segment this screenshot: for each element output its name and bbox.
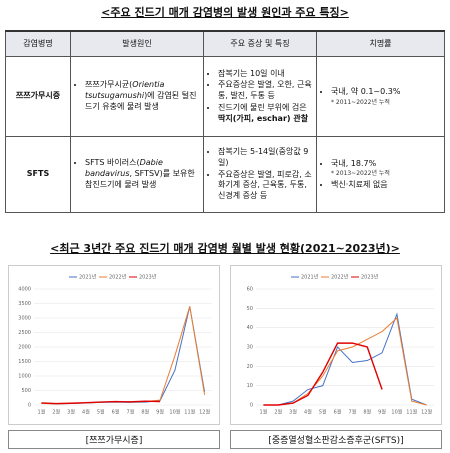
legend-label: 2021년 [79,274,97,281]
y-tick-label: 4000 [18,287,31,293]
chart-border [8,265,220,425]
x-tick-label: 1월 [38,409,46,416]
symptoms: 잠복기는 5-14일(중앙값 9일) 주요증상은 발열, 피로감, 소화기계 증… [203,136,317,213]
disease-name: SFTS [5,136,71,213]
text: Dabie bandavirus [85,158,163,179]
y-tick-label: 1000 [18,374,31,380]
x-tick-label: 8월 [141,409,149,416]
header-cell: 감염병명 [5,30,71,57]
x-tick-label: 8월 [363,409,371,416]
text: 쯔쯔가무시균( [85,80,133,90]
y-tick-label: 50 [247,306,253,312]
header-cell: 치명률 [316,30,445,57]
series-line [41,306,206,405]
legend-label: 2022년 [109,274,127,281]
x-tick-label: 12월 [199,409,210,416]
y-tick-label: 3000 [18,316,31,322]
text: 딱지(가피, eschar) 관찰 [218,113,309,123]
chart-heading: <최근 3년간 주요 진드기 매개 감염병 월별 발생 현황(2021~2023… [50,242,400,255]
cause: SFTS 바이러스(Dabie bandavirus, SFTSV)를 보유한 … [70,136,204,213]
table: 감염병명 발생원인 주요 증상 및 특징 치명률 쯔쯔가무시증 쯔쯔가무시균(O… [5,30,445,213]
x-tick-label: 6월 [334,409,342,416]
symptoms: 잠복기는 10일 이내 주요증상은 발열, 오한, 근육통, 발진, 두통 등 … [203,56,317,137]
title: <주요 진드기 매개 감염병의 발생 원인과 주요 특징> [101,6,349,19]
x-tick-label: 10월 [391,409,402,416]
chart-border [230,265,442,425]
item: 국내, 약 0.1~0.3% [331,87,440,98]
text: 진드기에 물린 부위에 검은 [218,102,307,112]
x-tick-label: 9월 [156,409,164,416]
x-tick-label: 3월 [67,409,75,416]
item: 잠복기는 10일 이내 [218,69,312,80]
note: * 2011~2022년 누적 [331,98,390,106]
fatality: 국내, 18.7% * 2013~2022년 누적 백신·치료제 없음 [316,136,445,213]
x-tick-label: 7월 [127,409,135,416]
series-line [263,312,427,406]
x-tick-label: 11월 [184,409,195,416]
header-cell: 발생원인 [70,30,204,57]
item: 국내, 18.7% [331,159,440,170]
x-tick-label: 4월 [304,409,312,416]
y-tick-label: 2500 [18,330,31,336]
y-tick-label: 1500 [18,359,31,365]
y-tick-label: 10 [247,383,253,389]
y-tick-label: 0 [28,403,31,409]
text: SFTS 바이러스( [85,158,140,168]
y-tick-label: 0 [250,403,253,409]
disease-name: 쯔쯔가무시증 [5,56,71,137]
text: Orientia tsutsugamushi [85,80,165,101]
x-tick-label: 1월 [260,409,268,416]
series-line [41,306,206,405]
legend-label: 2022년 [331,274,349,281]
series-line [263,342,383,406]
text: , SFTSV)를 보유한 참진드기에 물려 발생 [85,169,195,189]
x-tick-label: 6월 [112,409,120,416]
cause: 쯔쯔가무시균(Orientia tsutsugamushi)에 감염된 털진드기… [70,56,204,137]
x-tick-label: 7월 [349,409,357,416]
y-tick-label: 3500 [18,301,31,307]
item: 주요증상은 발열, 피로감, 소화기계 증상, 근육통, 두통, 신경계 증상 … [218,170,312,202]
item: 백신·치료제 없음 [331,180,440,191]
caption: [중증열성혈소판감소증후군(SFTS)] [230,430,442,449]
y-tick-label: 30 [247,345,253,351]
x-tick-label: 2월 [52,409,60,416]
x-tick-label: 9월 [378,409,386,416]
note: * 2013~2022년 누적 [331,170,390,178]
legend-label: 2021년 [301,274,319,281]
legend-label: 2023년 [139,274,157,281]
item: 잠복기는 5-14일(중앙값 9일) [218,147,312,169]
x-tick-label: 3월 [289,409,297,416]
fatality: 국내, 약 0.1~0.3% * 2011~2022년 누적 [316,56,445,137]
series-line [263,317,427,406]
chart: 0 500 1000 1500 2000 2500 3000 3500 4000 1월 2월 3월 4월… [8,265,220,425]
x-tick-label: 12월 [421,409,432,416]
caption: [쯔쯔가무시증] [8,430,220,449]
x-tick-label: 5월 [319,409,327,416]
series-line [41,400,161,405]
x-tick-label: 5월 [97,409,105,416]
legend-label: 2023년 [361,274,379,281]
y-tick-label: 20 [247,364,253,370]
y-tick-label: 2000 [18,345,31,351]
x-tick-label: 11월 [406,409,417,416]
x-tick-label: 2월 [274,409,282,416]
y-tick-label: 40 [247,325,253,331]
x-tick-label: 10월 [169,409,180,416]
x-tick-label: 4월 [82,409,90,416]
chart: 0 10 20 30 40 50 60 1월 2월 3월 4월 5월 6월 7월 8월 9월 10월 11월 12월… [230,265,442,425]
text: )에 감염된 털진드기 유충에 물려 발생 [85,91,197,111]
y-tick-label: 60 [247,287,253,293]
y-tick-label: 500 [21,388,31,394]
header-cell: 주요 증상 및 특징 [203,30,317,57]
item: 주요증상은 발열, 오한, 근육통, 발진, 두통 등 [218,80,312,102]
